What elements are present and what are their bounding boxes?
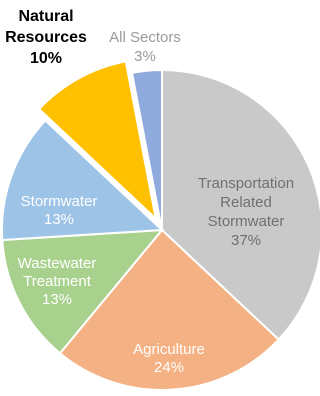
pie-slice-transportation-related-stormwater <box>161 68 320 341</box>
slice-name-label: Natural <box>18 8 73 25</box>
slice-name-label: All Sectors <box>109 29 181 46</box>
slice-value-label: 13% <box>44 211 74 228</box>
slice-value-label: 13% <box>42 291 72 308</box>
pie-slice-all-sectors <box>130 68 163 231</box>
slice-value-label: 3% <box>134 48 156 65</box>
slice-value-label: 37% <box>231 232 261 249</box>
slices-layer <box>1 60 320 391</box>
slice-name-label: Transportation <box>198 175 294 192</box>
slice-name-label: Treatment <box>23 273 92 290</box>
slice-name-label: Related <box>220 194 272 211</box>
slice-label-stormwater: Stormwater 13% <box>21 193 98 228</box>
pie-slice-agriculture <box>58 228 281 391</box>
slice-label-wastewater-treatment: Wastewater Treatment 13% <box>18 255 97 308</box>
slice-name-label: Stormwater <box>21 193 98 210</box>
slice-name-label: Wastewater <box>18 255 97 272</box>
slice-label-agriculture: Agriculture 24% <box>133 341 205 376</box>
slice-label-transportation-related-stormwater: Transportation Related Stormwater 37% <box>198 175 294 249</box>
slice-name-label: Resources <box>5 29 87 46</box>
pie-slice-natural-resources <box>37 60 158 222</box>
slice-label-natural-resources: Natural Resources 10% <box>5 8 87 67</box>
slice-label-all-sectors: All Sectors 3% <box>109 29 181 65</box>
pie-slice-wastewater-treatment <box>1 228 165 355</box>
pie-slice-stormwater <box>1 119 165 242</box>
slice-value-label: 10% <box>30 50 62 67</box>
labels-layer: Transportation Related Stormwater 37% Agricu… <box>5 8 294 376</box>
slice-value-label: 24% <box>154 359 184 376</box>
slice-name-label: Agriculture <box>133 341 205 358</box>
slice-name-label: Stormwater <box>208 213 285 230</box>
